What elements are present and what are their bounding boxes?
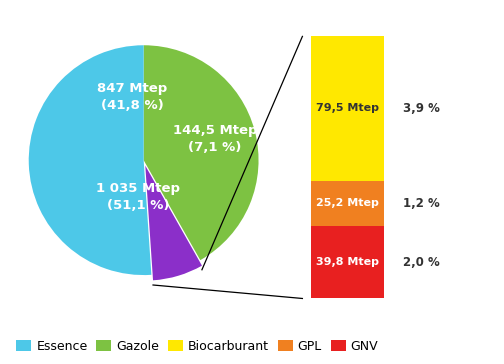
Bar	[311, 226, 384, 298]
Text: 144,5 Mtep
(7,1 %): 144,5 Mtep (7,1 %)	[173, 124, 257, 154]
Text: 3,9 %: 3,9 %	[403, 102, 440, 115]
Text: 1,2 %: 1,2 %	[403, 197, 440, 210]
Legend: Essence, Gazole, Biocarburant, GPL, GNV: Essence, Gazole, Biocarburant, GPL, GNV	[11, 335, 383, 358]
Wedge shape	[29, 45, 151, 275]
Bar	[311, 36, 384, 181]
Wedge shape	[145, 166, 202, 280]
Text: 1 035 Mtep
(51,1 %): 1 035 Mtep (51,1 %)	[96, 182, 180, 212]
Text: 39,8 Mtep: 39,8 Mtep	[317, 257, 379, 268]
Text: 2,0 %: 2,0 %	[403, 256, 440, 269]
Text: 847 Mtep
(41,8 %): 847 Mtep (41,8 %)	[97, 82, 167, 112]
Text: 79,5 Mtep: 79,5 Mtep	[317, 103, 379, 114]
Text: 25,2 Mtep: 25,2 Mtep	[317, 198, 379, 209]
Wedge shape	[144, 45, 259, 260]
Bar	[311, 181, 384, 226]
